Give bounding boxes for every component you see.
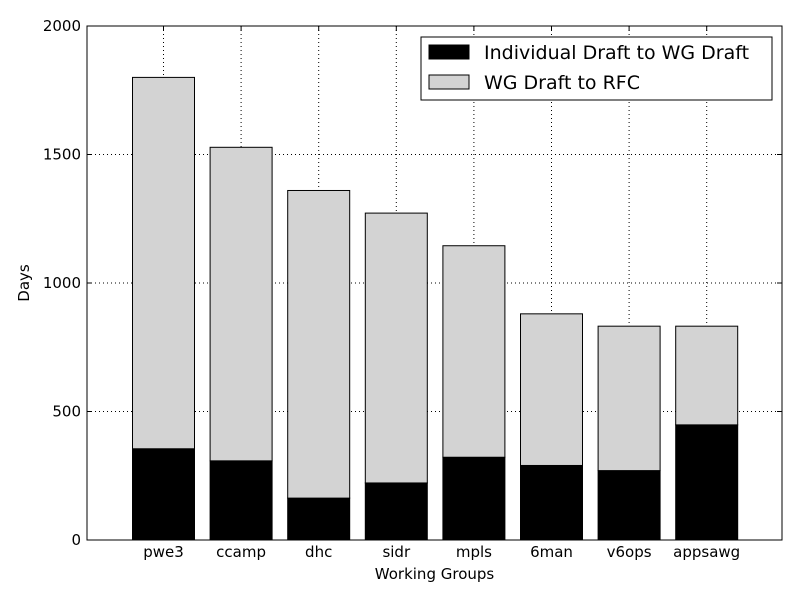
legend-label: Individual Draft to WG Draft [484,42,749,64]
x-tick-label: v6ops [607,543,652,561]
y-tick-label: 1500 [43,146,81,164]
bar-v6ops-series-2 [597,325,661,472]
y-tick-label: 2000 [43,17,81,35]
legend-label: WG Draft to RFC [484,72,640,94]
bar-dhc-series-1 [287,497,351,541]
bar-6man-series-1 [520,464,583,541]
bar-pwe3-series-2 [132,76,195,450]
x-axis-label: Working Groups [375,565,495,583]
bar-ccamp-series-2 [209,146,273,462]
x-tick-label: mpls [456,543,492,561]
x-tick-label: 6man [530,543,573,561]
x-tick-label: ccamp [216,543,266,561]
legend-swatch [428,44,470,60]
bar-sidr-series-2 [364,212,428,484]
bars [132,76,739,541]
bar-pwe3-series-1 [132,448,195,541]
bar-ccamp-series-1 [209,460,273,541]
y-axis-label: Days [15,264,33,302]
y-tick-label: 1000 [43,274,81,292]
bar-sidr-series-1 [364,482,428,541]
legend-frame [420,36,773,101]
x-tick-label: pwe3 [143,543,184,561]
bar-appsawg-series-2 [675,325,739,426]
y-tick-label: 500 [52,403,81,421]
bar-appsawg-series-1 [675,424,739,541]
y-tick-label: 0 [71,531,81,549]
axis-ticks: 0 500 1000 1500 2000 pwe3 ccamp dhc sidr mpls 6man… [43,17,782,561]
legend: Individual Draft to WG Draft WG Draft to … [420,36,773,101]
x-tick-label: appsawg [673,543,740,561]
bar-6man-series-2 [520,313,583,466]
x-tick-label: dhc [305,543,332,561]
x-tick-label: sidr [382,543,411,561]
bar-v6ops-series-1 [597,470,661,541]
bar-mpls-series-1 [442,456,506,541]
bar-mpls-series-2 [442,245,506,458]
bar-dhc-series-2 [287,189,351,499]
legend-swatch [428,74,470,90]
